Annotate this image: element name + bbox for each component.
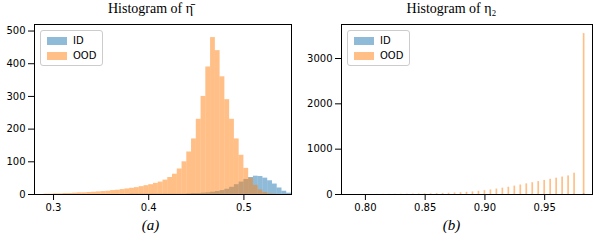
svg-text:1000: 1000 (307, 143, 332, 154)
html-text:Histogram of η₂: Histogram of η₂ (406, 1, 497, 16)
html-text:OOD: OOD (73, 50, 97, 61)
svg-text:0.3: 0.3 (46, 202, 62, 213)
svg-text:0.80: 0.80 (354, 202, 376, 213)
html-text:OOD: OOD (380, 50, 404, 61)
svg-text:300: 300 (6, 91, 25, 102)
svg-text:100: 100 (6, 156, 25, 167)
svg-text:0.95: 0.95 (534, 202, 556, 213)
svg-text:500: 500 (6, 25, 25, 36)
html-text:Histogram of η̄: Histogram of η̄ (108, 1, 193, 16)
svg-text:200: 200 (6, 123, 25, 134)
svg-text:0.4: 0.4 (141, 202, 157, 213)
html-text:(a): (a) (141, 217, 160, 233)
svg-text:0: 0 (19, 189, 25, 200)
svg-text:0: 0 (326, 189, 332, 200)
svg-text:0.90: 0.90 (474, 202, 496, 213)
svg-text:0.85: 0.85 (414, 202, 436, 213)
html-text:(b): (b) (442, 217, 461, 233)
svg-text:3000: 3000 (307, 53, 332, 64)
svg-text:0.5: 0.5 (236, 202, 252, 213)
svg-text:400: 400 (6, 58, 25, 69)
html-text:ID: ID (73, 35, 84, 46)
svg-text:2000: 2000 (307, 98, 332, 109)
html-text:ID: ID (380, 35, 391, 46)
